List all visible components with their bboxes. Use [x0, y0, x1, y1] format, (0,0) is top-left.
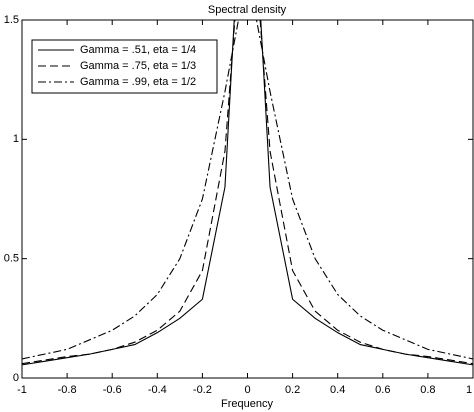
legend-label: Gamma = .75, eta = 1/3 [80, 60, 196, 72]
chart-title: Spectral density [208, 4, 287, 16]
x-tick-label: -0.4 [148, 384, 167, 396]
plot-area [22, 20, 473, 366]
x-tick-label: 0.4 [330, 384, 345, 396]
x-tick-label: -0.2 [193, 384, 212, 396]
x-tick-label: 0.6 [375, 384, 390, 396]
x-tick-label: 0.8 [420, 384, 435, 396]
x-axis-label: Frequency [221, 398, 273, 410]
legend-label: Gamma = .51, eta = 1/4 [80, 44, 196, 56]
x-tick-label: -0.6 [103, 384, 122, 396]
y-tick-label: 0 [13, 372, 19, 384]
y-tick-label: 1.5 [4, 14, 19, 26]
legend-label: Gamma = .99, eta = 1/2 [80, 76, 196, 88]
y-tick-label: 1 [13, 133, 19, 145]
x-tick-label: -0.8 [58, 384, 77, 396]
x-tick-label: 0 [244, 384, 250, 396]
x-tick-label: -1 [17, 384, 27, 396]
series-line [22, 20, 473, 360]
y-tick-label: 0.5 [4, 253, 19, 265]
x-tick-label: 1 [466, 384, 472, 396]
x-tick-label: 0.2 [285, 384, 300, 396]
series-line [22, 20, 473, 365]
